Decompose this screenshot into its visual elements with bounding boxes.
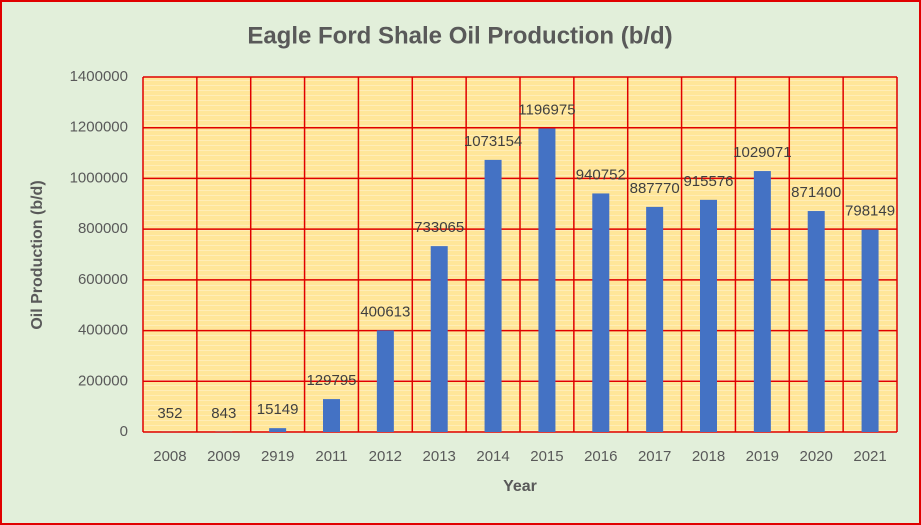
- x-tick-label: 2019: [746, 448, 779, 465]
- x-tick-label: 2012: [369, 448, 402, 465]
- bar: [807, 211, 825, 432]
- data-label: 1196975: [518, 101, 575, 118]
- bar: [646, 206, 664, 432]
- data-label: 887770: [630, 180, 680, 197]
- data-label: 1029071: [733, 144, 791, 161]
- y-tick-label: 1400000: [70, 68, 128, 85]
- data-label: 1073154: [464, 133, 522, 150]
- data-label: 733065: [414, 219, 464, 236]
- bar: [376, 330, 394, 432]
- y-tick-label: 1000000: [70, 169, 128, 186]
- bar: [592, 193, 610, 432]
- bar: [430, 246, 448, 432]
- x-tick-label: 2021: [853, 448, 886, 465]
- y-tick-label: 600000: [78, 271, 128, 288]
- bar: [700, 199, 717, 432]
- bar: [323, 399, 340, 432]
- x-tick-label: 2008: [153, 448, 186, 465]
- x-tick-label: 2016: [584, 448, 617, 465]
- bar: [538, 128, 556, 433]
- data-label: 15149: [257, 401, 299, 418]
- bar: [753, 171, 771, 432]
- y-tick-label: 0: [120, 423, 128, 440]
- y-axis-title: Oil Production (b/d): [29, 180, 46, 329]
- x-tick-label: 2014: [476, 448, 509, 465]
- data-label: 129795: [306, 372, 356, 389]
- y-tick-label: 1200000: [70, 119, 128, 136]
- data-label: 400613: [360, 303, 410, 320]
- bar: [269, 428, 287, 432]
- data-label: 843: [211, 405, 236, 422]
- x-tick-label: 2015: [530, 448, 563, 465]
- data-label: 352: [157, 405, 182, 422]
- x-axis-title: Year: [503, 478, 537, 495]
- bar: [484, 159, 502, 432]
- y-tick-label: 200000: [78, 372, 128, 389]
- data-label: 940752: [576, 166, 626, 183]
- x-tick-label: 2018: [692, 448, 725, 465]
- y-tick-label: 800000: [78, 220, 128, 237]
- x-tick-label: 2013: [423, 448, 456, 465]
- data-label: 871400: [791, 184, 841, 201]
- data-label: 915576: [683, 173, 733, 190]
- x-tick-label: 2011: [315, 448, 347, 465]
- chart-title: Eagle Ford Shale Oil Production (b/d): [247, 22, 672, 49]
- x-tick-label: 2020: [800, 448, 833, 465]
- x-tick-label: 2017: [638, 448, 671, 465]
- x-tick-label: 2009: [207, 448, 240, 465]
- bar: [861, 229, 879, 432]
- y-tick-label: 400000: [78, 322, 128, 339]
- x-tick-label: 2919: [261, 448, 294, 465]
- data-label: 798149: [845, 203, 895, 220]
